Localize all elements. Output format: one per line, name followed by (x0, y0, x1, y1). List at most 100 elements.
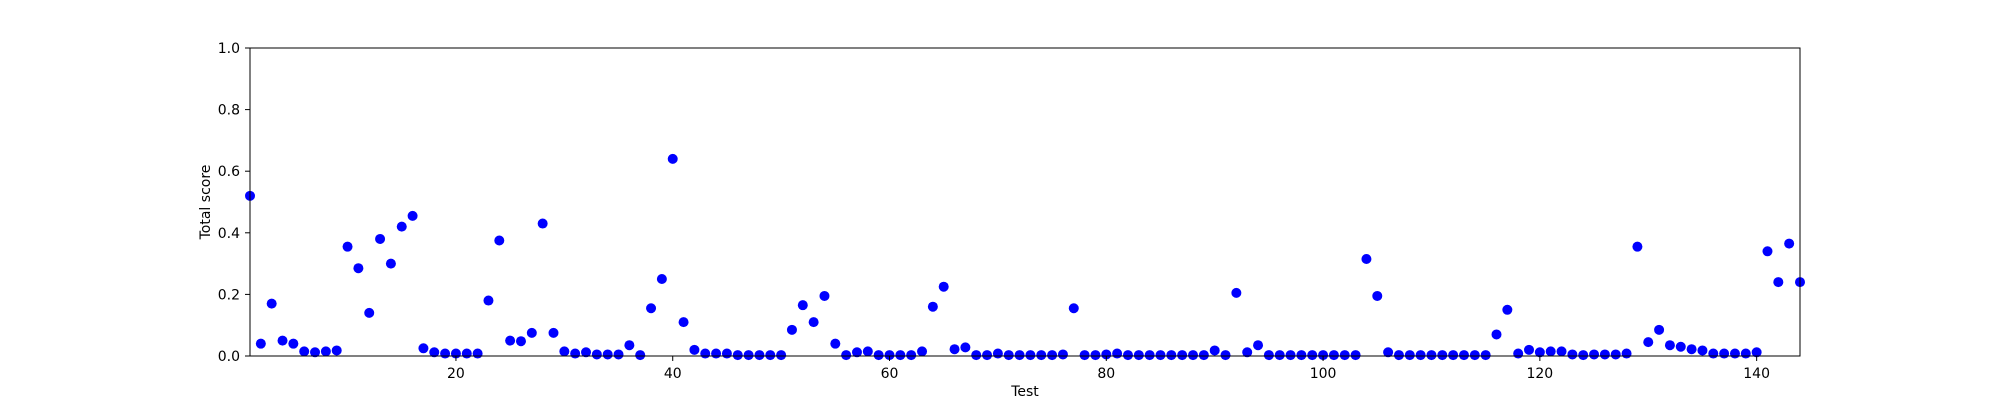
data-point (851, 347, 862, 358)
data-point (461, 348, 472, 359)
data-point (1654, 324, 1665, 335)
data-point (776, 350, 787, 361)
plot-frame (249, 47, 1801, 357)
data-point (786, 324, 797, 335)
data-point (1166, 350, 1177, 361)
data-point (624, 340, 635, 351)
data-point (277, 335, 288, 346)
y-tick-label: 0.2 (218, 287, 240, 303)
data-point (570, 348, 581, 359)
data-point (1491, 329, 1502, 340)
data-point (1469, 350, 1480, 361)
data-point (407, 210, 418, 221)
data-point (353, 263, 364, 274)
data-point (635, 350, 646, 361)
data-point (418, 343, 429, 354)
data-point (1610, 349, 1621, 360)
data-point (873, 350, 884, 361)
data-point (331, 345, 342, 356)
x-tick-label: 40 (664, 366, 682, 382)
data-point (1296, 350, 1307, 361)
data-point (1285, 350, 1296, 361)
data-point (1675, 341, 1686, 352)
data-point (1719, 348, 1730, 359)
y-tick-label: 0.8 (218, 103, 240, 119)
y-tick-label: 0.6 (218, 164, 240, 180)
data-point (906, 350, 917, 361)
data-point (1112, 348, 1123, 359)
data-point (1458, 350, 1469, 361)
data-point (1014, 350, 1025, 361)
data-point (1177, 350, 1188, 361)
data-point (895, 350, 906, 361)
data-point (602, 349, 613, 360)
data-point (537, 218, 548, 229)
data-point (1751, 347, 1762, 358)
data-point (1599, 349, 1610, 360)
data-point (711, 348, 722, 359)
data-point (656, 274, 667, 284)
data-point (364, 307, 375, 318)
data-point (440, 348, 451, 359)
data-point (1057, 349, 1068, 360)
data-point (1372, 290, 1383, 301)
data-point (494, 235, 505, 246)
data-point (1122, 350, 1133, 361)
data-point (1708, 348, 1719, 359)
data-point (1188, 350, 1199, 361)
y-tick-label: 0.0 (218, 349, 240, 365)
data-point (1437, 350, 1448, 361)
data-point (830, 338, 841, 349)
data-point (1729, 348, 1740, 359)
data-point (396, 221, 407, 232)
data-point (266, 298, 277, 309)
data-point (288, 338, 299, 349)
data-point (1426, 350, 1437, 361)
data-point (917, 346, 928, 357)
data-point (1220, 350, 1231, 361)
data-point (721, 348, 732, 359)
x-tick-label: 60 (881, 366, 899, 382)
data-point (797, 300, 808, 311)
x-tick-label: 80 (1097, 366, 1115, 382)
x-axis-ticks: 20 40 60 80 100 120 140 (447, 356, 1770, 382)
data-point (1567, 349, 1578, 360)
data-point (646, 303, 657, 314)
data-point (1589, 349, 1600, 360)
data-point (1003, 350, 1014, 361)
x-axis-label: Test (1010, 384, 1039, 400)
data-point (938, 281, 949, 292)
data-point (548, 327, 559, 338)
data-point (808, 317, 819, 328)
data-point (689, 344, 700, 355)
data-point (743, 350, 754, 361)
data-point (765, 350, 776, 361)
y-tick-label: 1.0 (218, 41, 240, 57)
data-point (255, 338, 266, 349)
data-point (1079, 350, 1090, 361)
data-point (1578, 350, 1589, 361)
data-point (1361, 253, 1372, 264)
data-point (429, 347, 440, 358)
data-points (245, 153, 1805, 361)
data-point (1740, 348, 1751, 359)
data-point (678, 317, 689, 328)
data-point (1242, 347, 1253, 358)
data-point (1393, 350, 1404, 361)
data-point (960, 342, 971, 353)
data-point (1350, 350, 1361, 361)
data-point (1762, 246, 1773, 257)
data-point (310, 347, 321, 358)
data-point (1556, 346, 1567, 357)
data-point (1545, 346, 1556, 357)
data-point (472, 348, 483, 359)
data-point (505, 335, 516, 346)
x-tick-label: 120 (1526, 366, 1553, 382)
data-point (819, 290, 830, 301)
data-point (1047, 350, 1058, 361)
data-point (1632, 241, 1643, 252)
data-point (581, 347, 592, 358)
data-point (299, 346, 310, 357)
data-point (1502, 304, 1513, 315)
